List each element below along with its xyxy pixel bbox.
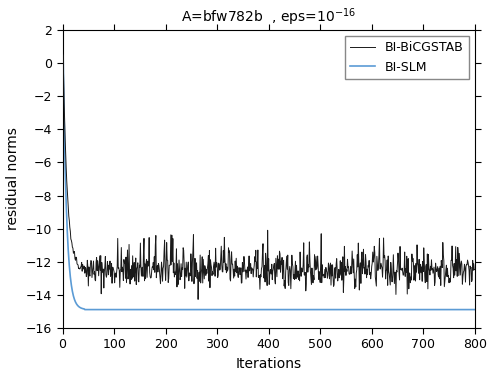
Title: A=bfw782b  , eps=10$^{-16}$: A=bfw782b , eps=10$^{-16}$ bbox=[181, 6, 356, 28]
BI-BiCGSTAB bbox=[195, 297, 201, 302]
BI-SLM bbox=[60, 53, 66, 57]
BI-BiCGSTAB bbox=[311, 274, 317, 278]
BI-SLM bbox=[415, 307, 421, 312]
BI-SLM bbox=[82, 307, 88, 312]
BI-SLM bbox=[472, 307, 478, 312]
Line: BI-BiCGSTAB: BI-BiCGSTAB bbox=[63, 55, 475, 299]
BI-SLM bbox=[311, 307, 317, 312]
Legend: BI-BiCGSTAB, BI-SLM: BI-BiCGSTAB, BI-SLM bbox=[345, 37, 468, 79]
X-axis label: Iterations: Iterations bbox=[236, 357, 302, 371]
BI-BiCGSTAB bbox=[85, 284, 91, 288]
Y-axis label: residual norms: residual norms bbox=[6, 127, 20, 230]
BI-BiCGSTAB bbox=[60, 53, 66, 57]
BI-BiCGSTAB bbox=[323, 265, 329, 270]
BI-BiCGSTAB bbox=[373, 279, 379, 284]
BI-SLM bbox=[323, 307, 329, 312]
BI-BiCGSTAB bbox=[415, 264, 421, 268]
Line: BI-SLM: BI-SLM bbox=[63, 55, 475, 310]
BI-SLM bbox=[300, 307, 306, 312]
BI-BiCGSTAB bbox=[472, 267, 478, 272]
BI-SLM bbox=[86, 307, 92, 312]
BI-BiCGSTAB bbox=[300, 270, 306, 274]
BI-SLM bbox=[373, 307, 379, 312]
